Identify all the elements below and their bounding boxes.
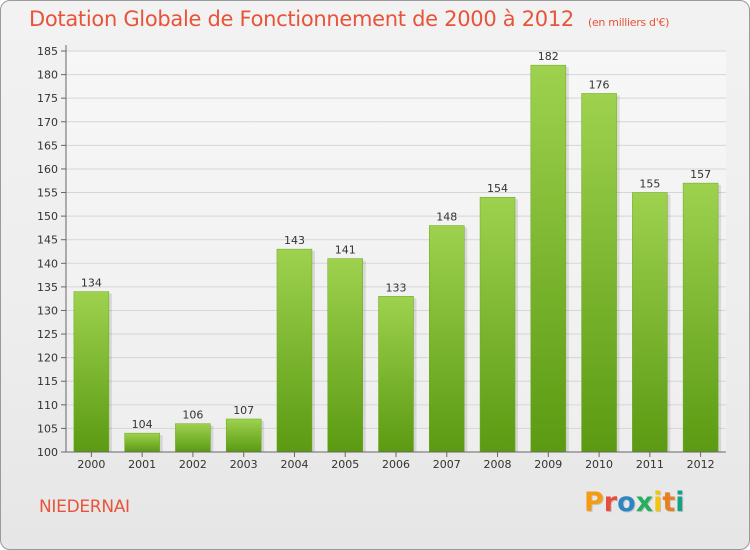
y-tick-label: 170 [37, 116, 58, 129]
proxiti-logo[interactable]: Proxiti [584, 487, 685, 518]
x-tick-label-2000: 2000 [77, 458, 105, 471]
y-tick-label: 180 [37, 69, 58, 82]
bar-2001[interactable] [124, 432, 160, 453]
x-tick-label-2001: 2001 [128, 458, 156, 471]
y-tick-label: 100 [37, 446, 58, 459]
bar-2010[interactable] [581, 93, 617, 453]
y-tick-label: 120 [37, 352, 58, 365]
bar-2012[interactable] [682, 182, 719, 453]
y-tick-label: 115 [37, 375, 58, 388]
logo-letter: r [603, 487, 618, 518]
bar-2008[interactable] [479, 196, 516, 453]
data-label-2008: 154 [487, 182, 508, 195]
bar-2011[interactable] [632, 192, 668, 453]
y-tick-label: 175 [37, 92, 58, 105]
y-axis: 100 105 110 115 120 125 130 135 140 145 150 155 160 1… [37, 45, 67, 459]
x-tick-label-2007: 2007 [433, 458, 461, 471]
chart-title-text: Dotation Globale de Fonctionnement de 20… [29, 7, 574, 31]
y-tick-label: 185 [37, 45, 58, 58]
commune-name: NIEDERNAI [39, 497, 130, 517]
y-tick-label: 165 [37, 139, 58, 152]
y-tick-label: 105 [37, 422, 58, 435]
y-tick-label: 130 [37, 304, 58, 317]
x-tick-label-2009: 2009 [534, 458, 562, 471]
bar-2002[interactable] [175, 423, 211, 453]
y-tick-label: 110 [37, 399, 58, 412]
bars [73, 64, 722, 453]
data-label-2010: 176 [589, 78, 610, 91]
bar-2009[interactable] [530, 64, 567, 453]
bar-2003[interactable] [225, 418, 262, 453]
bar-2004[interactable] [276, 248, 313, 453]
bar-2005[interactable] [327, 258, 363, 453]
x-tick-label-2011: 2011 [636, 458, 664, 471]
y-tick-label: 145 [37, 234, 58, 247]
chart-subtitle: (en milliers d'€) [587, 16, 670, 29]
bar-2007[interactable] [429, 225, 465, 453]
y-tick-label: 125 [37, 328, 58, 341]
data-label-2007: 148 [436, 211, 457, 224]
bar-2000[interactable] [73, 291, 110, 453]
x-tick-label-2008: 2008 [484, 458, 512, 471]
y-tick-label: 155 [37, 187, 58, 200]
data-labels: 134 104 106 107 143 141 133 148 154 182 176 155 157 [81, 50, 711, 431]
x-tick-label-2002: 2002 [179, 458, 207, 471]
y-tick-label: 135 [37, 281, 58, 294]
logo-letter: i [653, 487, 663, 518]
logo-letter: t [662, 487, 676, 518]
data-label-2012: 157 [690, 168, 711, 181]
data-label-2009: 182 [538, 50, 559, 63]
data-label-2003: 107 [233, 404, 254, 417]
x-tick-label-2006: 2006 [382, 458, 410, 471]
data-label-2006: 133 [386, 281, 407, 294]
x-tick-label-2005: 2005 [331, 458, 359, 471]
x-tick-label-2003: 2003 [230, 458, 258, 471]
data-label-2005: 141 [335, 244, 356, 257]
data-label-2002: 106 [182, 409, 203, 422]
y-tick-label: 160 [37, 163, 58, 176]
y-tick-label: 150 [37, 210, 58, 223]
logo-letter: i [675, 487, 685, 518]
data-label-2004: 143 [284, 234, 305, 247]
x-tick-label-2010: 2010 [585, 458, 613, 471]
data-label-2001: 104 [132, 418, 153, 431]
logo-letter: o [617, 487, 636, 518]
bar-2006[interactable] [378, 296, 414, 453]
chart-title: Dotation Globale de Fonctionnement de 20… [29, 7, 669, 31]
x-tick-label-2004: 2004 [280, 458, 308, 471]
data-label-2011: 155 [639, 178, 660, 191]
logo-letter: x [635, 487, 654, 518]
x-axis: 2000 2001 2002 2003 2004 2005 2006 2007 2008 2009… [66, 451, 726, 471]
y-tick-label: 140 [37, 257, 58, 270]
logo-letter: P [584, 487, 604, 518]
x-tick-label-2012: 2012 [687, 458, 715, 471]
data-label-2000: 134 [81, 277, 102, 290]
